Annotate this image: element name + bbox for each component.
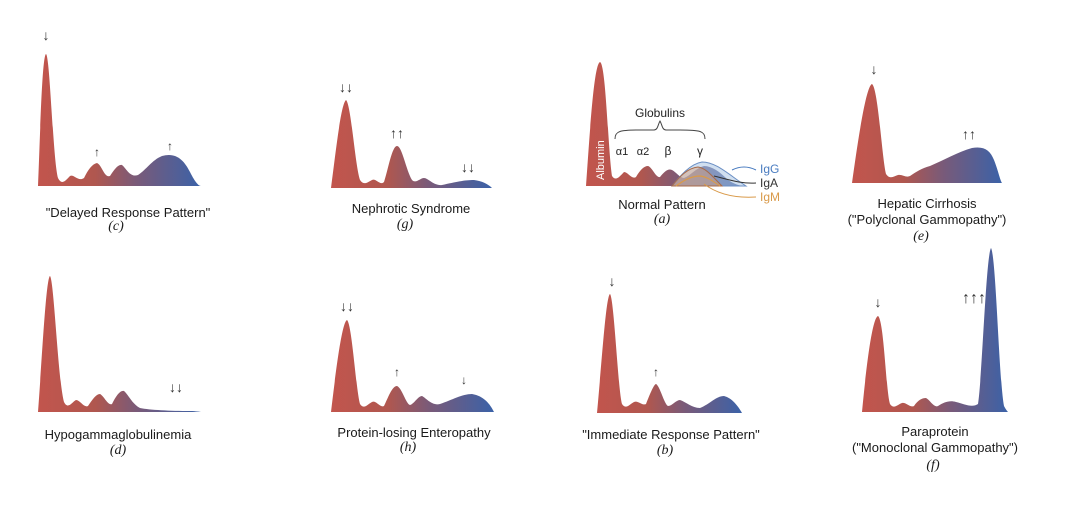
panel-a: Globulins α1 α2 β γ Albumin IgG IgA IgM: [586, 62, 780, 204]
caption-a-line-1: Normal Pattern: [618, 197, 706, 212]
letter-f: (f): [926, 458, 940, 473]
arrow-f-1: ↓: [875, 294, 882, 310]
caption-c-line-1: "Delayed Response Pattern": [45, 205, 211, 220]
arrow-b-1: ↓: [609, 273, 616, 289]
caption-f-line-2: ("Monoclonal Gammopathy"): [851, 440, 1019, 455]
arrow-g-3: ↓↓: [461, 159, 475, 175]
arrow-g-2: ↑↑: [390, 125, 404, 141]
alpha2-label: α2: [637, 146, 649, 158]
spe-curve-d: [38, 276, 202, 412]
letter-h: (h): [399, 440, 417, 455]
caption-h-line-1: Protein-losing Enteropathy: [337, 425, 491, 440]
letter-d: (d): [109, 443, 127, 458]
arrow-c-2: ↑: [94, 145, 100, 159]
arrow-c-3: ↑: [167, 139, 173, 153]
letter-e: (e): [913, 229, 929, 244]
arrow-h-3: ↓: [461, 373, 467, 387]
globulins-label: Globulins: [635, 106, 685, 120]
iga-label: IgA: [760, 176, 778, 190]
arrow-d-1: ↓↓: [169, 379, 183, 395]
caption-c: "Delayed Response Pattern": [46, 205, 211, 221]
globulins-brace: [614, 120, 706, 140]
caption-g: Nephrotic Syndrome: [352, 201, 471, 217]
caption-b-line-1: "Immediate Response Pattern": [582, 427, 760, 442]
caption-g-line-1: Nephrotic Syndrome: [351, 201, 471, 216]
beta-label: β: [665, 144, 672, 158]
caption-f: Paraprotein ("Monoclonal Gammopathy"): [852, 424, 1018, 456]
spe-curve-a: [586, 62, 744, 186]
letter-b: (b): [656, 443, 674, 458]
igg-pointer: [731, 166, 757, 171]
spe-curve-g: [331, 100, 492, 188]
panel-g: ↓↓ ↑↑ ↓↓: [331, 79, 492, 188]
caption-e-line-2: ("Polyclonal Gammopathy"): [847, 212, 1007, 227]
caption-h: Protein-losing Enteropathy: [337, 425, 490, 441]
igm-label: IgM: [760, 190, 780, 204]
arrow-b-2: ↑: [653, 365, 659, 379]
caption-d-line-1: Hypogammaglobulinemia: [44, 427, 192, 442]
spe-curve-e: [852, 84, 1002, 183]
spe-curve-h: [331, 320, 494, 412]
panel-h: ↓↓ ↑ ↓: [331, 298, 494, 412]
igm-pointer: [703, 183, 757, 198]
letter-g: (g): [396, 217, 414, 232]
gamma-label: γ: [697, 144, 703, 158]
panel-f: ↓ ↑↑↑: [862, 248, 1008, 412]
arrow-h-2: ↑: [394, 365, 400, 379]
arrow-c-1: ↓: [43, 27, 50, 43]
panel-e: ↓ ↑↑: [852, 61, 1002, 183]
panel-b: ↓ ↑: [597, 273, 742, 413]
arrow-h-1: ↓↓: [340, 298, 354, 314]
caption-f-line-1: Paraprotein: [901, 424, 969, 439]
arrow-e-2: ↑↑: [962, 126, 976, 142]
arrow-f-2: ↑↑↑: [962, 290, 986, 307]
panel-c: ↓ ↑ ↑: [38, 27, 201, 186]
arrow-e-1: ↓: [871, 61, 878, 77]
panel-d: ↓↓: [38, 276, 202, 412]
spe-curve-c: [38, 54, 201, 186]
alpha1-label: α1: [616, 146, 628, 158]
spe-curve-b: [597, 294, 742, 413]
spe-curve-f: [862, 248, 1008, 412]
caption-d: Hypogammaglobulinemia: [45, 427, 192, 443]
letter-c: (c): [108, 219, 124, 234]
caption-e-line-1: Hepatic Cirrhosis: [877, 196, 977, 211]
caption-e: Hepatic Cirrhosis ("Polyclonal Gammopath…: [848, 196, 1007, 228]
arrow-g-1: ↓↓: [339, 79, 353, 95]
caption-b: "Immediate Response Pattern": [582, 427, 760, 443]
caption-a: Normal Pattern: [618, 197, 705, 213]
igg-label: IgG: [760, 162, 779, 176]
letter-a: (a): [653, 212, 671, 227]
albumin-label: Albumin: [595, 140, 607, 180]
igm-curve: [675, 175, 721, 187]
iga-pointer: [713, 175, 757, 184]
